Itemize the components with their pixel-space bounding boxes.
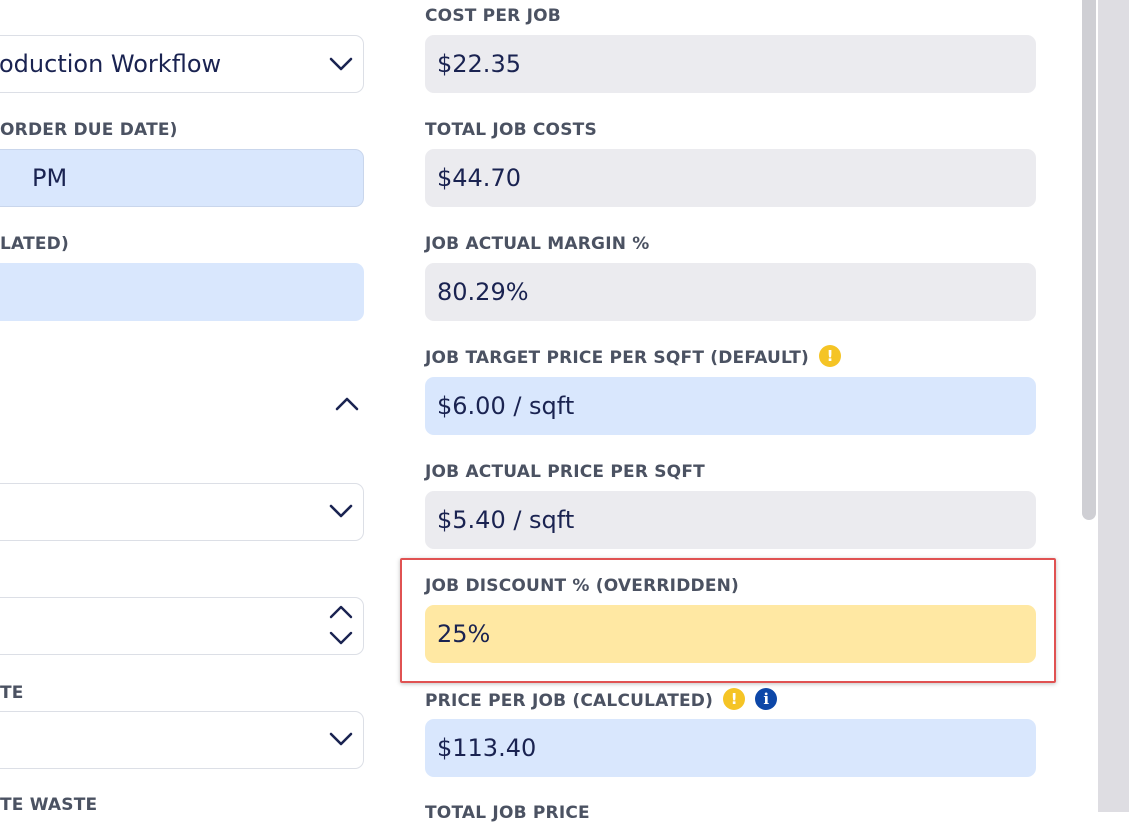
rate-select[interactable] [0, 711, 364, 769]
calculated-label: LATED) [0, 234, 69, 254]
job-target-price-field[interactable]: $6.00 / sqft [425, 377, 1036, 435]
chevron-down-icon[interactable] [326, 725, 356, 753]
job-discount-field[interactable]: 25% [425, 605, 1036, 663]
job-actual-price-field: $5.40 / sqft [425, 491, 1036, 549]
total-job-costs-label: TOTAL JOB COSTS [425, 120, 597, 140]
page-gutter [1098, 0, 1129, 812]
order-due-date-label: ORDER DUE DATE) [0, 120, 178, 140]
job-actual-margin-value: 80.29% [437, 278, 529, 306]
job-target-price-label: JOB TARGET PRICE PER SQFT (DEFAULT) [425, 348, 810, 368]
total-job-costs-value: $44.70 [437, 164, 521, 192]
price-per-job-label: PRICE PER JOB (CALCULATED) [425, 691, 714, 711]
job-actual-price-label: JOB ACTUAL PRICE PER SQFT [425, 462, 705, 482]
cost-per-job-label: COST PER JOB [425, 6, 561, 26]
chevron-up-icon[interactable] [332, 390, 362, 418]
warning-icon[interactable]: ! [723, 688, 746, 710]
info-icon[interactable]: i [755, 688, 778, 710]
price-per-job-label-row: PRICE PER JOB (CALCULATED) ! i [425, 688, 778, 712]
dropdown-select-1[interactable] [0, 483, 364, 541]
price-per-job-value: $113.40 [437, 734, 537, 762]
order-due-date-field[interactable]: PM [0, 149, 364, 207]
job-actual-margin-field: 80.29% [425, 263, 1036, 321]
rate-label: TE [0, 683, 24, 703]
total-job-costs-field: $44.70 [425, 149, 1036, 207]
cost-per-job-value: $22.35 [437, 50, 521, 78]
calculated-field [0, 263, 364, 321]
waste-label: TE WASTE [0, 795, 98, 815]
chevron-down-icon[interactable] [326, 50, 356, 78]
job-target-price-label-row: JOB TARGET PRICE PER SQFT (DEFAULT) ! [425, 345, 842, 369]
total-job-price-label: TOTAL JOB PRICE [425, 803, 590, 823]
number-stepper[interactable] [0, 597, 364, 655]
stepper-down-icon[interactable] [328, 627, 354, 649]
job-actual-margin-label: JOB ACTUAL MARGIN % [425, 234, 650, 254]
warning-icon[interactable]: ! [819, 345, 842, 367]
job-discount-value: 25% [437, 620, 491, 648]
job-discount-label: JOB DISCOUNT % (OVERRIDDEN) [425, 576, 740, 596]
price-per-job-field[interactable]: $113.40 [425, 719, 1036, 777]
highlight-annotation-box [400, 558, 1056, 683]
workflow-select-value: oduction Workflow [0, 50, 222, 78]
stepper-up-icon[interactable] [328, 601, 354, 623]
workflow-select[interactable]: oduction Workflow [0, 35, 364, 93]
cost-per-job-field: $22.35 [425, 35, 1036, 93]
job-actual-price-value: $5.40 / sqft [437, 506, 575, 534]
scrollbar-thumb[interactable] [1082, 0, 1096, 520]
order-due-date-value: PM [32, 164, 68, 192]
chevron-down-icon[interactable] [326, 497, 356, 525]
job-target-price-value: $6.00 / sqft [437, 392, 575, 420]
